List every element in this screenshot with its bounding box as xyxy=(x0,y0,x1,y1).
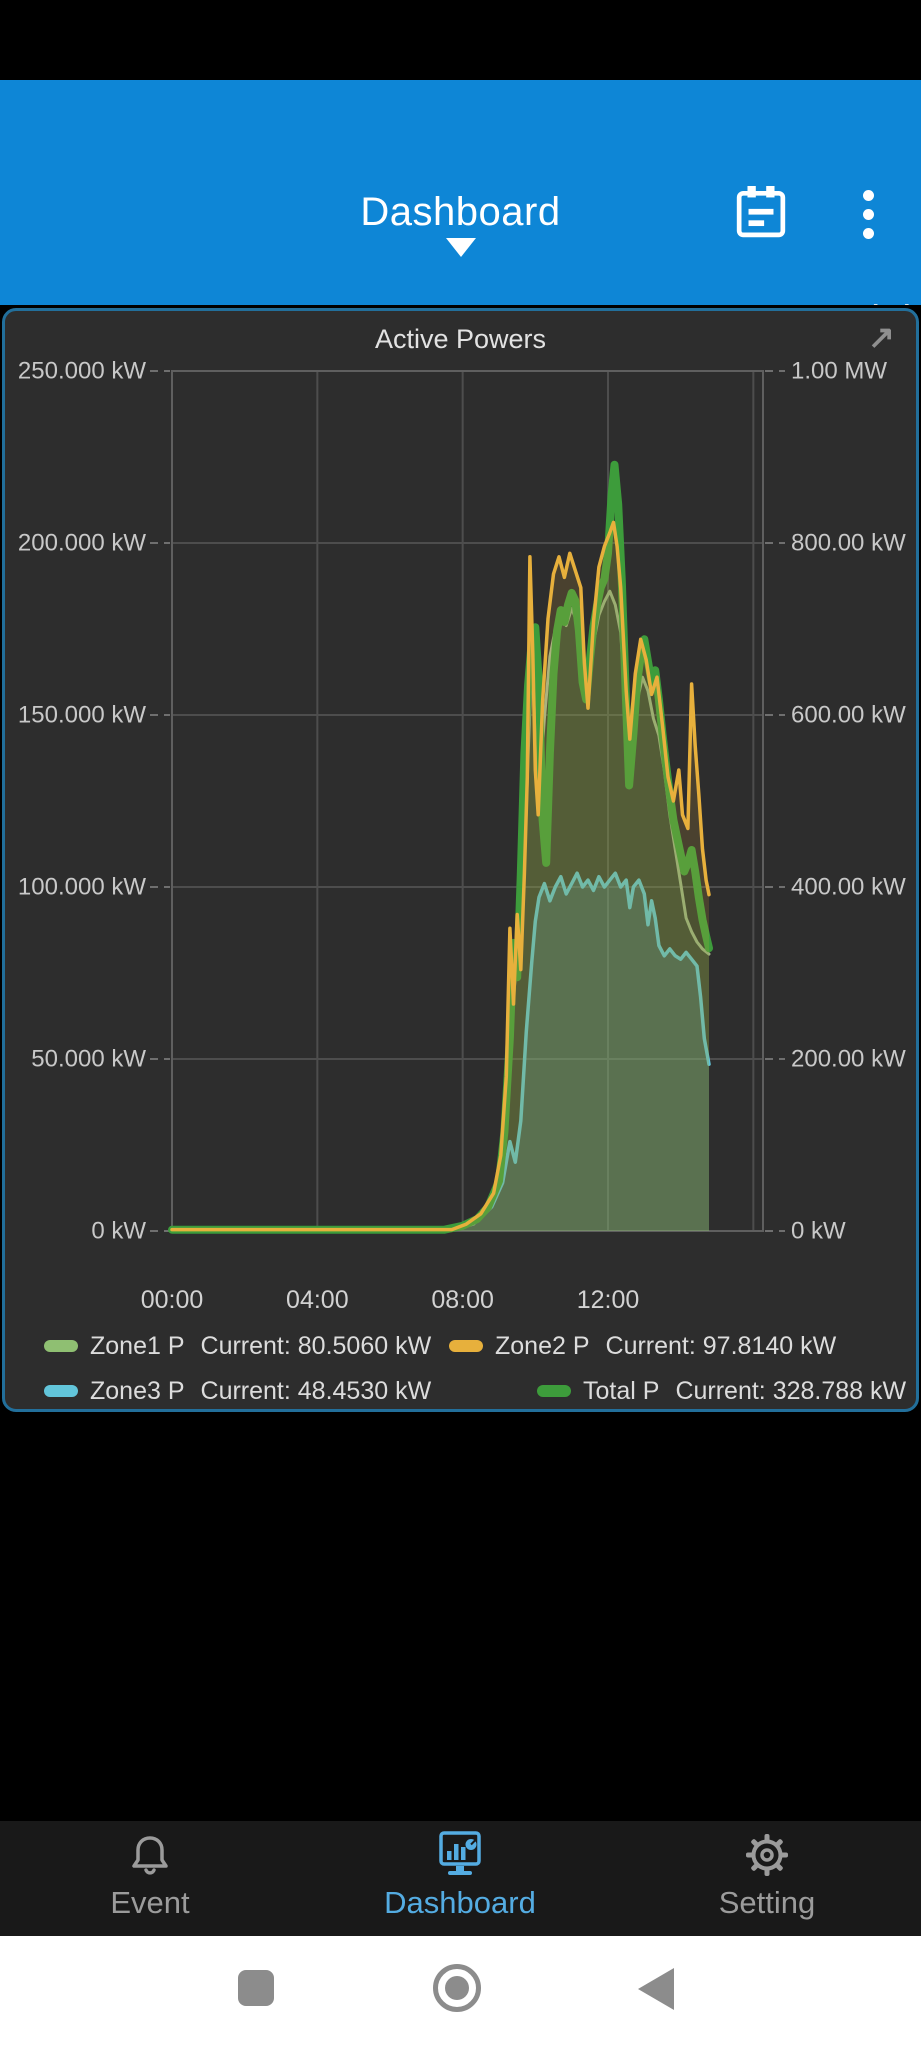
legend-current: Current: 48.4530 kW xyxy=(200,1376,432,1405)
zone3-swatch xyxy=(44,1385,78,1397)
tab-yield[interactable]: Yield xyxy=(846,298,921,305)
bottom-nav: Event Dashboard xyxy=(0,1821,921,1936)
legend-item-zone2[interactable]: Zone2 P Current: 97.8140 kW xyxy=(449,1331,836,1361)
system-nav-bar xyxy=(0,1936,921,2048)
legend-current: Current: 97.8140 kW xyxy=(605,1331,837,1360)
legend-current: Current: 328.788 kW xyxy=(675,1376,907,1405)
legend-item-zone3[interactable]: Zone3 P Current: 48.4530 kW xyxy=(44,1376,431,1406)
zone2-swatch xyxy=(449,1340,483,1352)
more-menu-icon[interactable] xyxy=(852,182,884,242)
nav-label: Dashboard xyxy=(384,1885,536,1920)
bell-icon xyxy=(132,1836,168,1875)
tab-zone-powers[interactable]: Zone Powers xyxy=(470,298,706,305)
recents-button-icon[interactable] xyxy=(238,1970,274,2006)
legend-item-total[interactable]: Total P Current: 328.788 kW xyxy=(537,1376,906,1406)
back-button-icon[interactable] xyxy=(638,1968,674,2010)
nav-item-dashboard[interactable]: Dashboard xyxy=(360,1831,560,1921)
kebab-dot xyxy=(862,190,874,201)
status-bar xyxy=(0,0,921,80)
legend-item-zone1[interactable]: Zone1 P Current: 80.5060 kW xyxy=(44,1331,431,1361)
zone1-swatch xyxy=(44,1340,78,1352)
monitor-chart-icon xyxy=(439,1831,481,1875)
nav-label: Setting xyxy=(718,1885,816,1920)
total-swatch xyxy=(537,1385,571,1397)
tab-partial-left[interactable]: D xyxy=(0,298,15,305)
nav-label: Event xyxy=(110,1885,190,1920)
nav-item-event[interactable]: Event xyxy=(50,1831,250,1921)
dropdown-caret-icon xyxy=(446,238,476,257)
legend-label: Zone2 P xyxy=(495,1331,590,1360)
legend-current: Current: 80.5060 kW xyxy=(200,1331,432,1360)
home-button-dot xyxy=(445,1976,469,2000)
expand-chart-icon[interactable]: ↗ xyxy=(868,319,895,355)
chart-title: Active Powers xyxy=(374,324,547,354)
kebab-dot xyxy=(862,209,874,220)
home-button-icon[interactable] xyxy=(433,1964,481,2012)
legend-label: Zone1 P xyxy=(90,1331,185,1360)
legend-label: Total P xyxy=(583,1376,660,1405)
kebab-dot xyxy=(862,228,874,239)
app-header: Dashboard D Inv.Powers Zone Powers Yield xyxy=(0,80,921,305)
report-calendar-icon[interactable] xyxy=(736,186,786,238)
gear-icon xyxy=(746,1834,788,1876)
nav-item-setting[interactable]: Setting xyxy=(667,1831,867,1921)
tab-inv-powers[interactable]: Inv.Powers xyxy=(182,298,377,305)
legend-label: Zone3 P xyxy=(90,1376,185,1405)
active-powers-card xyxy=(2,308,919,1412)
page-title-dropdown[interactable]: Dashboard xyxy=(360,190,561,234)
